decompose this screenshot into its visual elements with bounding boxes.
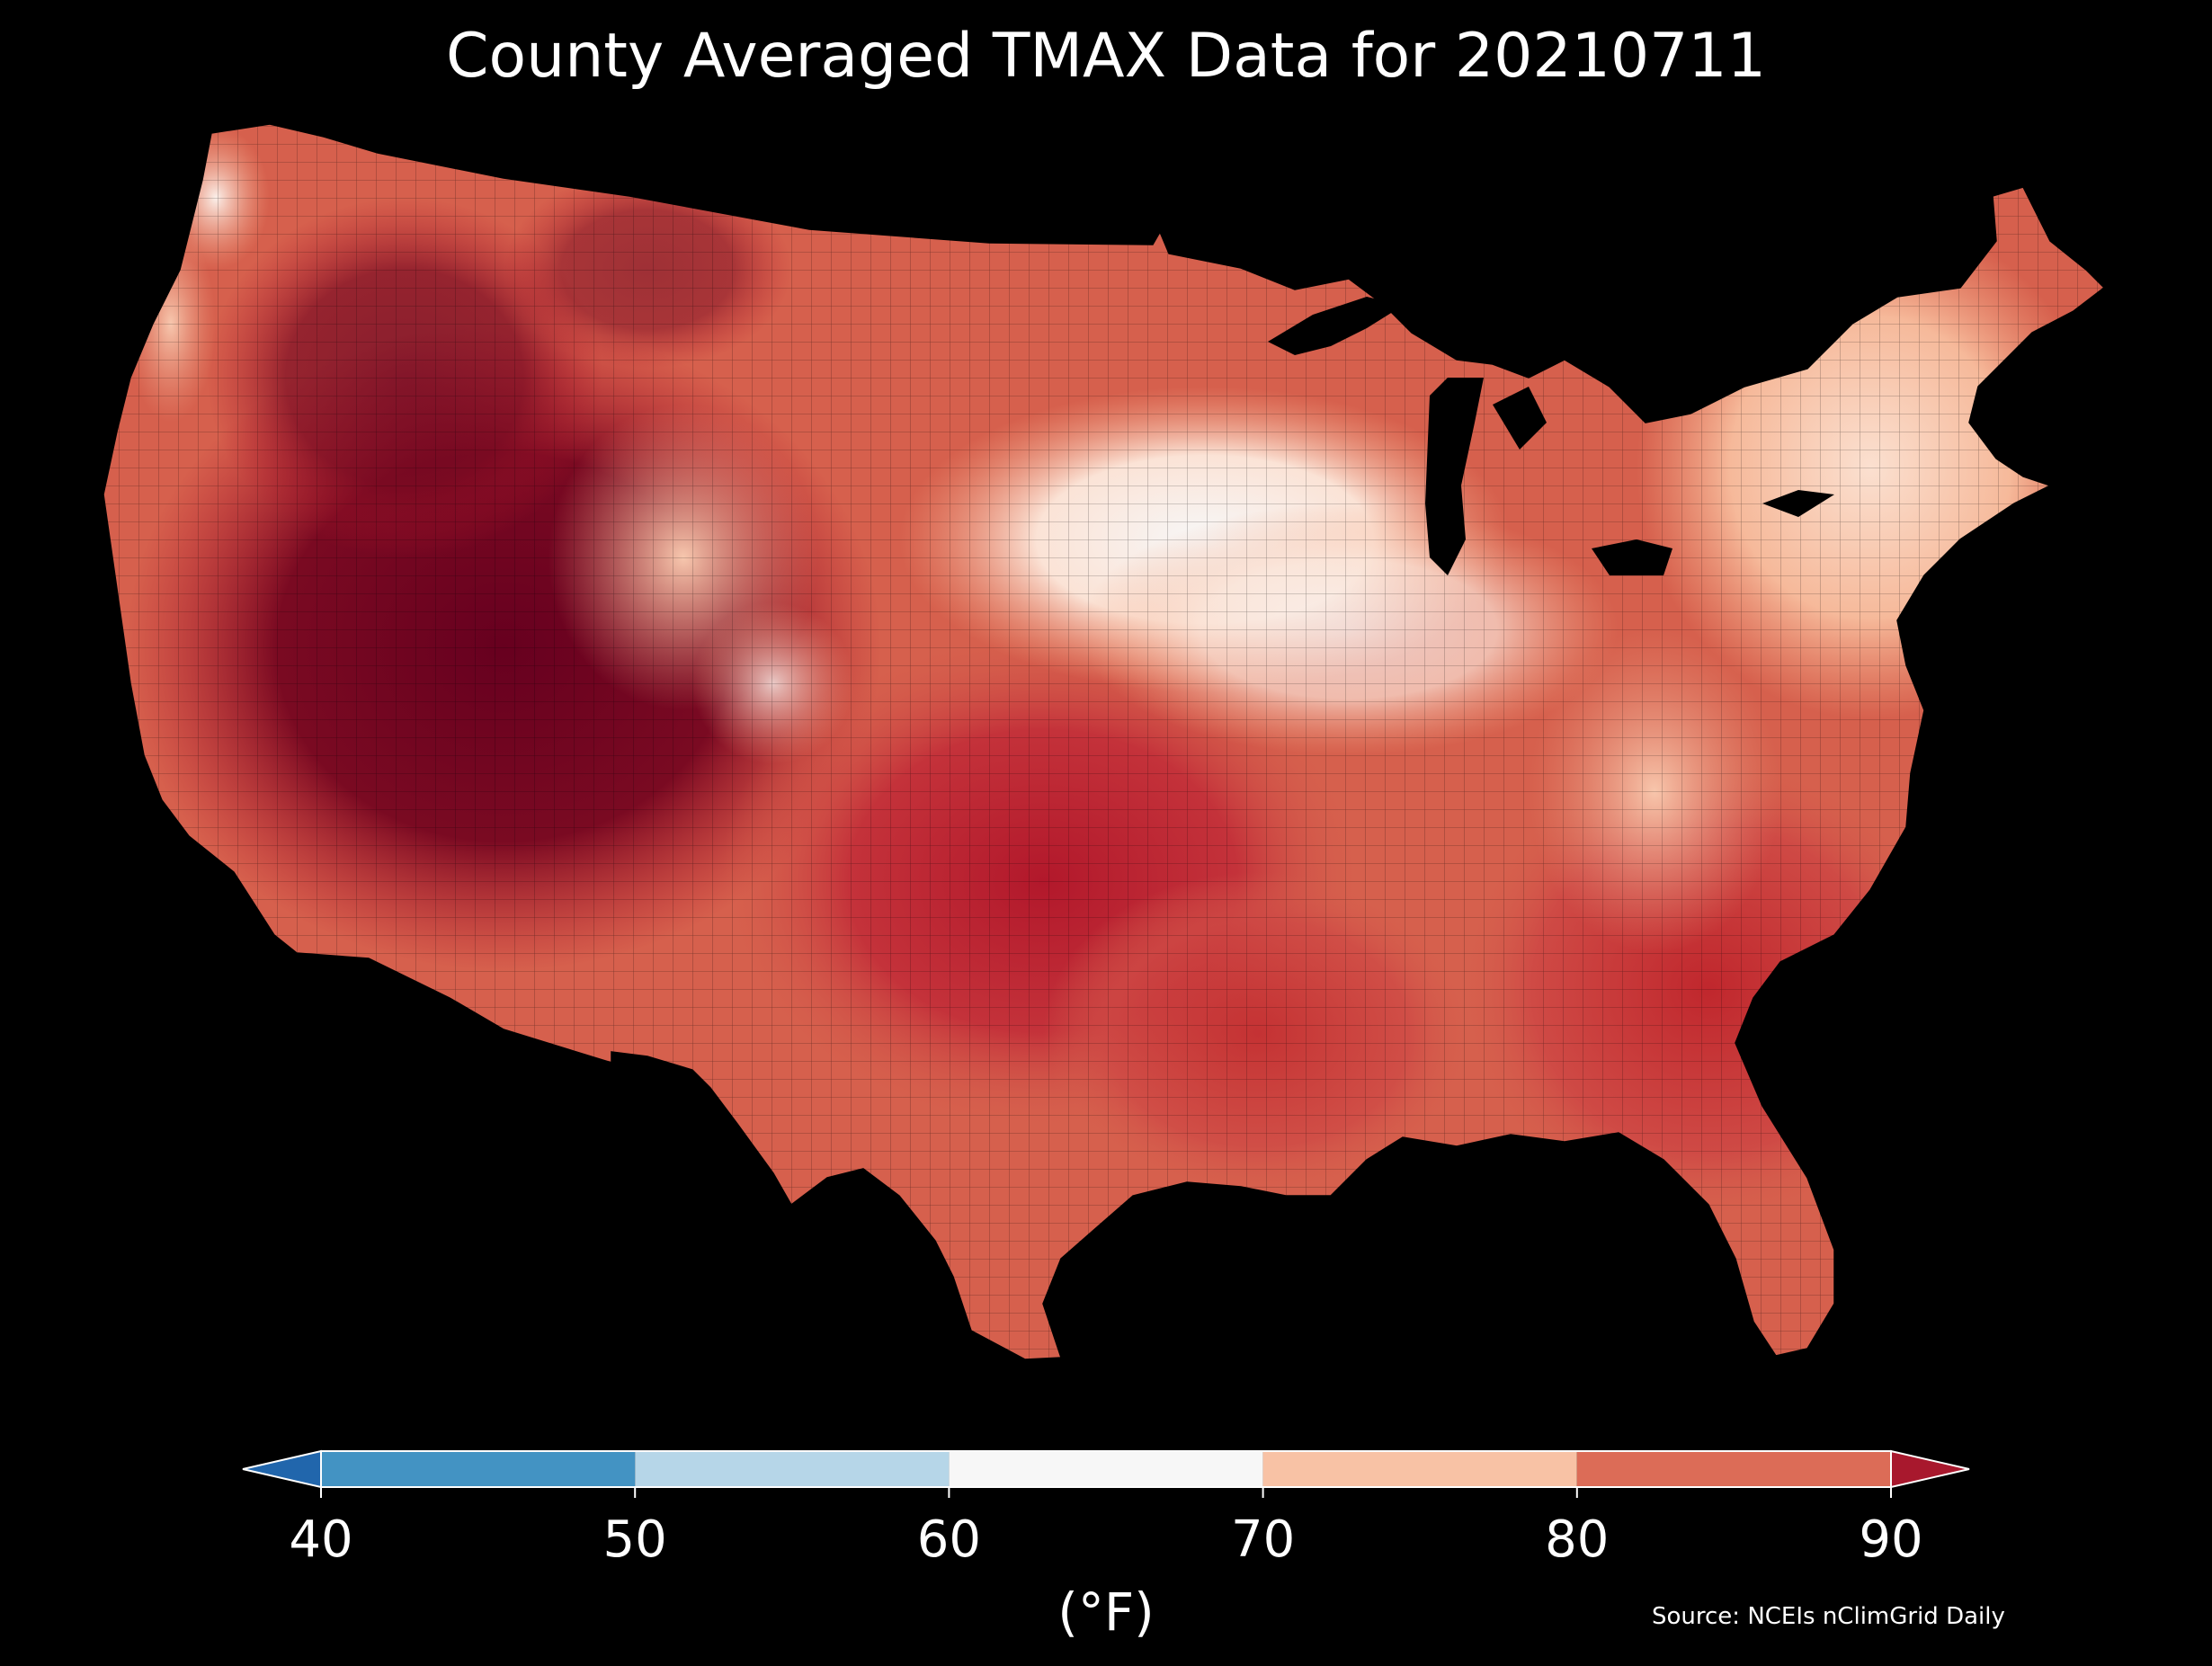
colorbar-tick-label: 80 <box>1545 1510 1610 1569</box>
colorbar-tick-label: 40 <box>289 1510 353 1569</box>
county-map <box>103 123 2106 1360</box>
county-fill-layer <box>103 124 2104 1359</box>
page-title: County Averaged TMAX Data for 20210711 <box>446 21 1766 92</box>
colorbar-tick-label: 90 <box>1859 1510 1923 1569</box>
colorbar <box>242 1449 1970 1498</box>
colorbar-ticks <box>320 1487 1892 1498</box>
colorbar-tick-label: 60 <box>916 1510 982 1569</box>
colorbar-unit-label: (°F) <box>1057 1581 1155 1643</box>
colorbar-bin <box>321 1451 636 1487</box>
colorbar-frame <box>320 1450 1892 1488</box>
colorbar-bin <box>1262 1451 1577 1487</box>
colorbar-tick-label: 50 <box>602 1510 667 1569</box>
colorbar-bin <box>1576 1451 1891 1487</box>
colorbar-tick-label: 70 <box>1230 1510 1296 1569</box>
colorbar-under-arrow <box>242 1449 322 1489</box>
colorbar-bin <box>949 1451 1263 1487</box>
colorbar-bins <box>321 1451 1891 1487</box>
us-outline <box>103 123 2106 1360</box>
colorbar-bin <box>635 1451 950 1487</box>
source-note: Source: NCEIs nClimGrid Daily <box>1652 1603 2005 1630</box>
colorbar-over-arrow <box>1890 1449 1970 1489</box>
lakes-layer <box>1268 297 1834 575</box>
